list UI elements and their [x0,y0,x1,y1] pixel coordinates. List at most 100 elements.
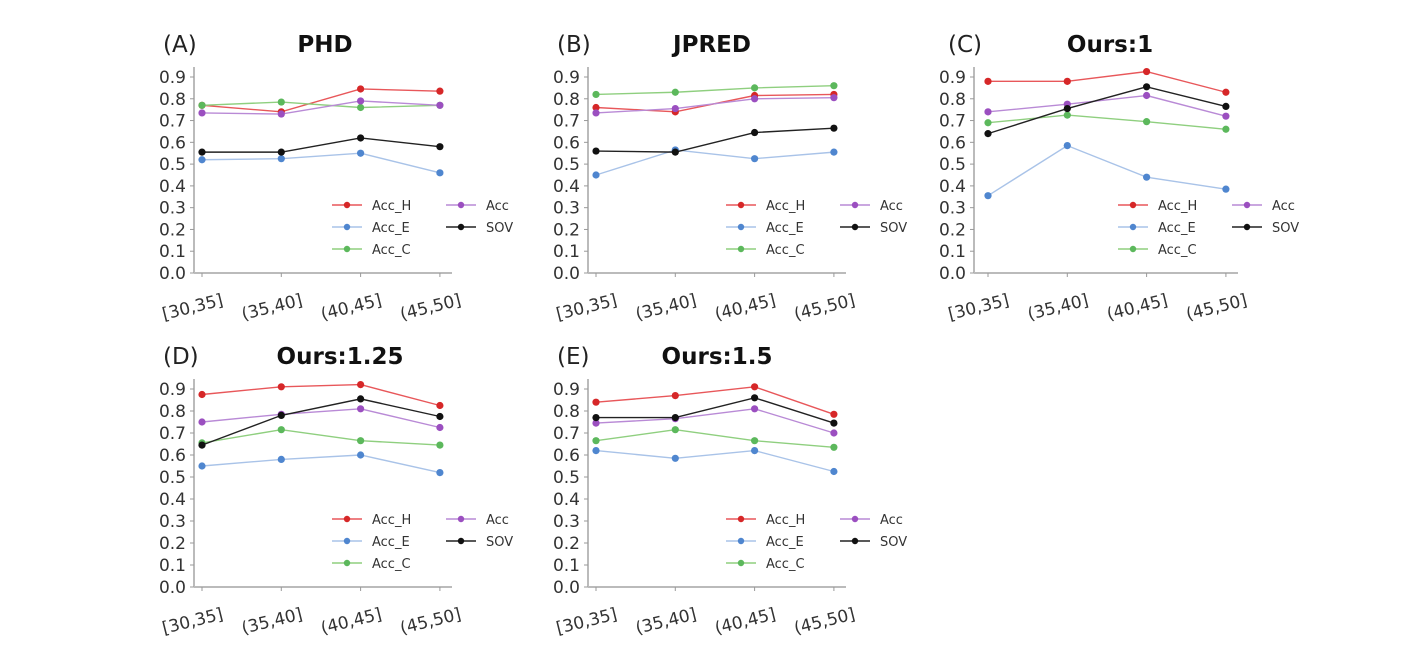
legend-label: Acc_H [372,199,411,214]
data-point-acc-e [1143,173,1151,181]
legend-marker [737,245,745,253]
data-point-sov [671,148,679,156]
panel-label: (D) [163,344,199,370]
y-tick-label: 0.3 [939,199,966,219]
x-tick-label: (40,45] [713,290,778,324]
series-line-acc-h [988,70,1227,93]
y-tick-label: 0.6 [159,446,186,466]
data-point-acc-e [277,455,285,463]
data-point-sov [1143,83,1151,91]
legend-label: Acc [880,199,903,214]
data-point-acc-e [751,155,759,163]
data-point-acc-c [357,103,365,112]
x-tick-label: [30,35] [554,604,619,638]
panel-e-chart: (E) Ours:1.5 0.00.10.20.30.40.50.60.70.80.… [553,344,907,639]
legend-label: SOV [880,535,907,550]
y-tick-label: 0.0 [159,264,186,284]
y-tick-label: 0.2 [159,534,186,554]
y-tick-label: 0.4 [553,490,580,510]
legend-label: Acc_E [372,535,410,550]
data-point-sov [1063,104,1071,113]
legend-marker [1129,223,1137,231]
data-point-sov [1222,102,1230,110]
data-point-acc-h [357,381,365,389]
series-line-acc-e [595,149,834,176]
data-point-acc-c [357,437,365,445]
data-point-acc [198,418,206,426]
data-point-sov [198,148,206,156]
legend-marker [737,201,745,209]
y-tick-label: 0.8 [939,90,966,110]
legend-label: Acc_H [766,199,805,214]
data-point-sov [436,412,444,421]
y-tick-label: 0.7 [553,424,580,444]
series-line-sov [596,397,835,424]
data-point-acc-h [671,392,679,400]
series-line-acc-c [201,101,440,109]
data-point-acc [357,405,365,413]
x-tick-label: [30,35] [160,290,225,324]
data-point-acc [751,95,759,103]
x-tick-label: (35,40] [240,290,305,324]
legend-label: Acc_H [766,513,805,528]
y-tick-label: 0.0 [553,578,580,598]
series-line-acc-e [201,454,441,474]
data-point-acc-c [198,101,206,109]
series-line-acc [987,94,1227,117]
data-point-acc [592,109,600,117]
legend-marker [343,559,351,567]
legend-label: Acc [1272,199,1295,214]
data-point-acc-h [592,103,600,112]
data-point-acc-h [592,398,600,406]
series-line-acc-h [201,88,440,113]
y-tick-label: 0.1 [553,242,580,262]
y-tick-label: 0.6 [553,133,580,153]
y-tick-label: 0.5 [159,155,186,175]
data-point-acc [198,109,206,117]
series-line-acc-e [595,449,835,473]
y-tick-label: 0.0 [159,578,186,598]
legend-label: SOV [486,221,513,236]
x-tick-label: (40,45] [1105,290,1170,324]
data-point-acc-h [984,77,992,85]
data-point-acc-e [592,171,600,179]
data-point-acc-e [198,156,206,164]
chart-title: Ours:1.5 [662,344,773,370]
y-tick-label: 0.1 [159,242,186,262]
y-tick-label: 0.7 [939,112,966,132]
data-point-acc-h [277,383,285,391]
legend-marker [1243,201,1251,209]
data-point-acc-c [671,88,679,96]
data-point-acc-h [198,390,206,399]
data-point-acc-c [1222,125,1230,133]
data-point-acc-c [277,426,285,434]
y-tick-label: 0.8 [553,90,580,110]
legend-label: Acc [486,513,509,528]
data-point-acc-c [436,441,444,449]
x-tick-label: (35,40] [634,604,699,638]
panel-label: (C) [948,32,982,58]
data-point-acc-e [1063,142,1071,150]
data-point-sov [830,124,838,132]
data-point-acc [830,94,838,102]
y-tick-label: 0.9 [939,68,966,88]
series-line-acc-c [595,428,834,448]
series-line-acc [595,96,834,114]
series-line-acc-e [987,144,1227,197]
data-point-acc-e [436,469,444,477]
x-tick-label: (45,50] [792,604,857,638]
y-tick-label: 0.3 [159,512,186,532]
series-line-acc [595,408,835,434]
series-line-sov [201,398,441,446]
data-point-acc [984,108,992,116]
series-line-acc-e [201,152,441,174]
legend-label: Acc_C [372,557,411,572]
data-point-sov [357,395,365,403]
legend-label: Acc_C [766,557,805,572]
legend-label: Acc_E [766,535,804,550]
legend-marker [457,223,465,231]
data-point-acc-h [1222,88,1230,96]
series-line-acc-h [595,386,835,415]
y-tick-label: 0.2 [939,220,966,240]
